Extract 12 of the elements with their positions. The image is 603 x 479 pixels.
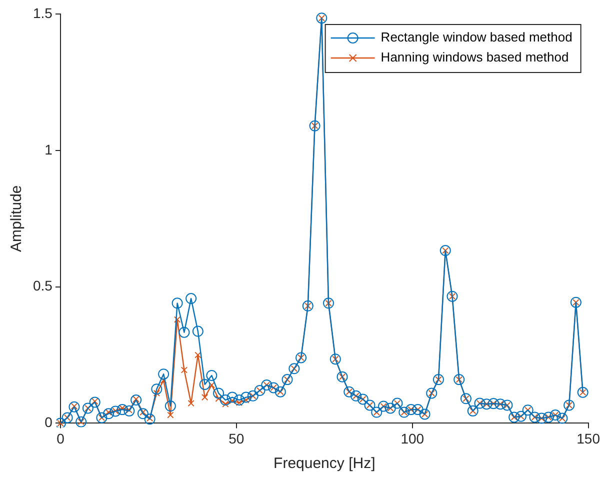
legend-label: Hanning windows based method (380, 50, 569, 65)
x-axis-title: Frequency [Hz] (274, 455, 376, 472)
x-tick-label: 50 (228, 430, 244, 446)
y-axis-title: Amplitude (8, 185, 26, 252)
legend-label: Rectangle window based method (380, 30, 572, 45)
y-tick-label: 1 (44, 141, 53, 158)
y-tick-label: 0.5 (32, 278, 53, 294)
y-tick-label: 1.5 (32, 4, 53, 21)
y-tick-label: 0 (44, 414, 53, 430)
x-tick-label: 0 (56, 430, 65, 446)
x-tick-label: 100 (400, 430, 424, 446)
x-tick-label: 150 (576, 430, 600, 446)
